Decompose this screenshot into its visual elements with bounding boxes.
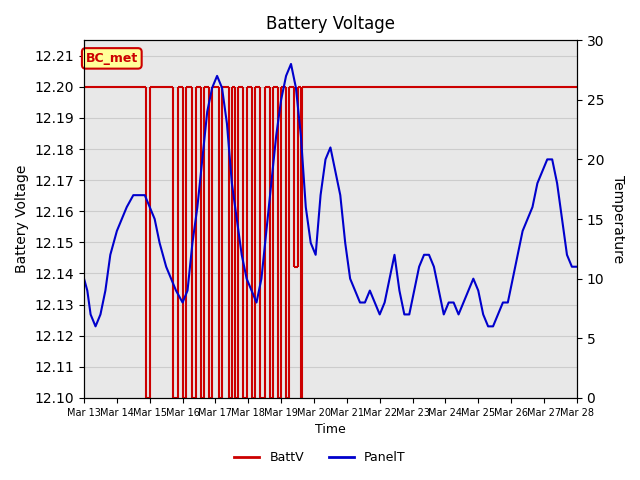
Text: BC_met: BC_met (86, 52, 138, 65)
Title: Battery Voltage: Battery Voltage (266, 15, 395, 33)
Y-axis label: Battery Voltage: Battery Voltage (15, 165, 29, 273)
Legend: BattV, PanelT: BattV, PanelT (229, 446, 411, 469)
Y-axis label: Temperature: Temperature (611, 175, 625, 263)
X-axis label: Time: Time (315, 423, 346, 436)
